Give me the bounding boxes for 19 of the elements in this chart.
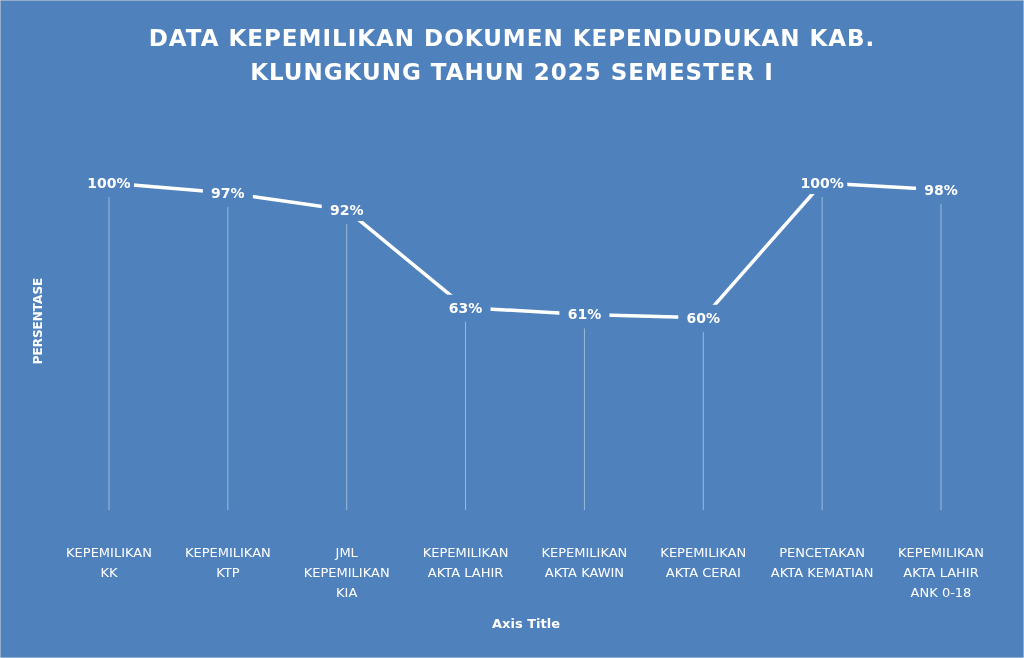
x-axis-title: Axis Title xyxy=(492,616,561,631)
y-axis-title: PERSENTASE xyxy=(31,277,45,365)
x-tick-label: KEPEMILIKAN AKTA KAWIN xyxy=(541,545,628,580)
data-label: 100% xyxy=(87,175,131,191)
x-tick-label: KEPEMILIKAN AKTA CERAI xyxy=(660,545,747,580)
data-label: 92% xyxy=(329,201,364,218)
x-tick-label: KEPEMILIKAN KTP xyxy=(184,545,271,580)
data-label: 97% xyxy=(211,185,245,202)
x-tick-label: KEPEMILIKAN KK xyxy=(66,545,152,580)
data-label: 60% xyxy=(686,309,721,326)
chart-title: DATA KEPEMILIKAN DOKUMEN KEPENDUDUKAN KAB. KLUNGKUNG TAHUN 2025 SEMESTER I xyxy=(148,25,876,85)
data-label: 98% xyxy=(924,181,958,198)
data-label: 100% xyxy=(800,175,844,191)
data-label: 63% xyxy=(448,299,483,316)
x-tick-label: PENCETAKAN AKTA KEMATIAN xyxy=(770,545,874,580)
x-tick-label: KEPEMILIKAN AKTA LAHIR ANK 0-18 xyxy=(898,545,984,600)
x-tick-label: KEPEMILIKAN AKTA LAHIR xyxy=(422,545,509,580)
data-label: 61% xyxy=(567,306,602,323)
x-tick-label: JML KEPEMILIKAN KIA xyxy=(303,545,390,600)
